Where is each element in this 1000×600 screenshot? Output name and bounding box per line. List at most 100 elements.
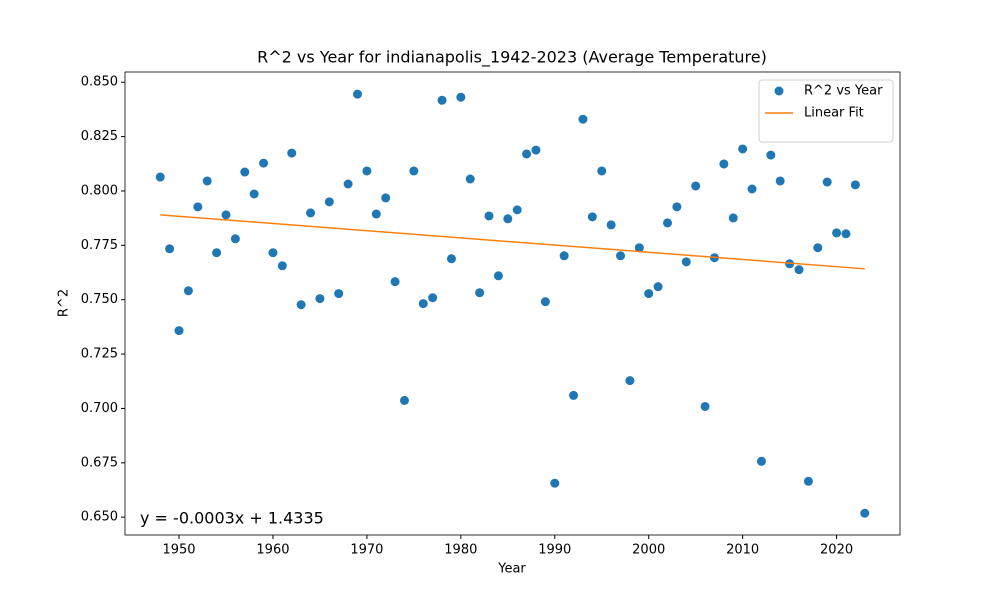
point: [559, 251, 569, 261]
point: [193, 202, 203, 212]
y-tick-label: 0.825: [81, 129, 118, 144]
y-tick-label: 0.850: [81, 75, 118, 90]
point: [606, 220, 616, 230]
point: [841, 229, 851, 239]
point: [277, 261, 287, 271]
point: [850, 180, 860, 190]
point: [334, 289, 344, 299]
point: [212, 248, 222, 258]
point: [775, 176, 785, 186]
point: [259, 158, 269, 168]
point: [719, 159, 729, 169]
point: [663, 218, 672, 228]
point: [484, 211, 494, 221]
point: [418, 299, 428, 309]
x-tick-label: 2000: [632, 543, 665, 558]
point: [343, 179, 353, 189]
point: [616, 251, 626, 261]
point: [522, 149, 532, 159]
point: [672, 202, 682, 212]
point: [165, 244, 175, 254]
point: [221, 210, 231, 220]
point: [587, 212, 597, 222]
point: [700, 401, 710, 411]
point: [249, 189, 259, 199]
point: [512, 205, 522, 215]
point: [353, 89, 362, 99]
point: [240, 167, 250, 177]
point: [381, 193, 391, 203]
y-tick-label: 0.725: [81, 347, 118, 362]
y-tick-label: 0.675: [81, 455, 118, 470]
x-tick-label: 1950: [162, 543, 195, 558]
y-tick-label: 0.650: [81, 510, 118, 525]
legend-label: Linear Fit: [804, 106, 864, 121]
point: [747, 184, 757, 194]
y-tick-label: 0.800: [81, 183, 118, 198]
point: [287, 148, 297, 158]
y-axis-label: R^2: [57, 289, 72, 317]
point: [456, 92, 466, 102]
point: [625, 376, 635, 386]
chart-title: R^2 vs Year for indianapolis_1942-2023 (…: [257, 48, 767, 68]
point: [465, 174, 475, 184]
x-tick-label: 1980: [444, 543, 477, 558]
point: [813, 243, 823, 253]
plot-frame: [124, 71, 901, 536]
point: [691, 181, 701, 191]
point: [634, 243, 644, 253]
point: [475, 288, 485, 298]
point: [738, 144, 748, 154]
point: [756, 456, 766, 466]
point: [324, 197, 334, 207]
legend-label: R^2 vs Year: [804, 84, 883, 99]
point: [569, 390, 579, 400]
point: [644, 289, 654, 299]
y-tick-label: 0.775: [81, 238, 118, 253]
x-tick-label: 1990: [538, 543, 571, 558]
point: [503, 214, 513, 224]
point: [653, 282, 663, 292]
x-tick-label: 2020: [820, 543, 853, 558]
x-tick-label: 1960: [256, 543, 289, 558]
point: [550, 478, 560, 488]
point: [268, 248, 278, 258]
y-tick-label: 0.700: [81, 401, 118, 416]
x-tick-label: 2010: [726, 543, 759, 558]
annotation: y = -0.0003x + 1.4335: [140, 509, 324, 528]
point: [371, 209, 381, 219]
point: [174, 326, 184, 336]
point: [578, 114, 588, 124]
point: [493, 271, 503, 281]
point: [597, 166, 607, 176]
y-tick-label: 0.750: [81, 292, 118, 307]
point: [681, 257, 691, 267]
fit-line: [160, 214, 865, 270]
point: [202, 176, 212, 186]
point: [794, 265, 804, 275]
point: [296, 300, 306, 310]
legend-swatch: [774, 86, 784, 96]
point: [446, 254, 456, 264]
point: [306, 208, 316, 218]
x-tick-label: 1970: [350, 543, 383, 558]
point: [409, 166, 419, 176]
point: [531, 145, 541, 155]
point: [822, 177, 832, 187]
point: [230, 234, 240, 244]
point: [860, 508, 870, 518]
x-axis-label: Year: [497, 562, 526, 577]
point: [183, 286, 193, 296]
point: [315, 294, 325, 304]
point: [728, 213, 738, 223]
point: [399, 395, 409, 405]
point: [362, 166, 372, 176]
point: [540, 297, 550, 307]
point: [428, 293, 438, 303]
point: [766, 150, 776, 160]
point: [390, 277, 400, 287]
point: [803, 476, 813, 486]
point: [832, 228, 842, 238]
